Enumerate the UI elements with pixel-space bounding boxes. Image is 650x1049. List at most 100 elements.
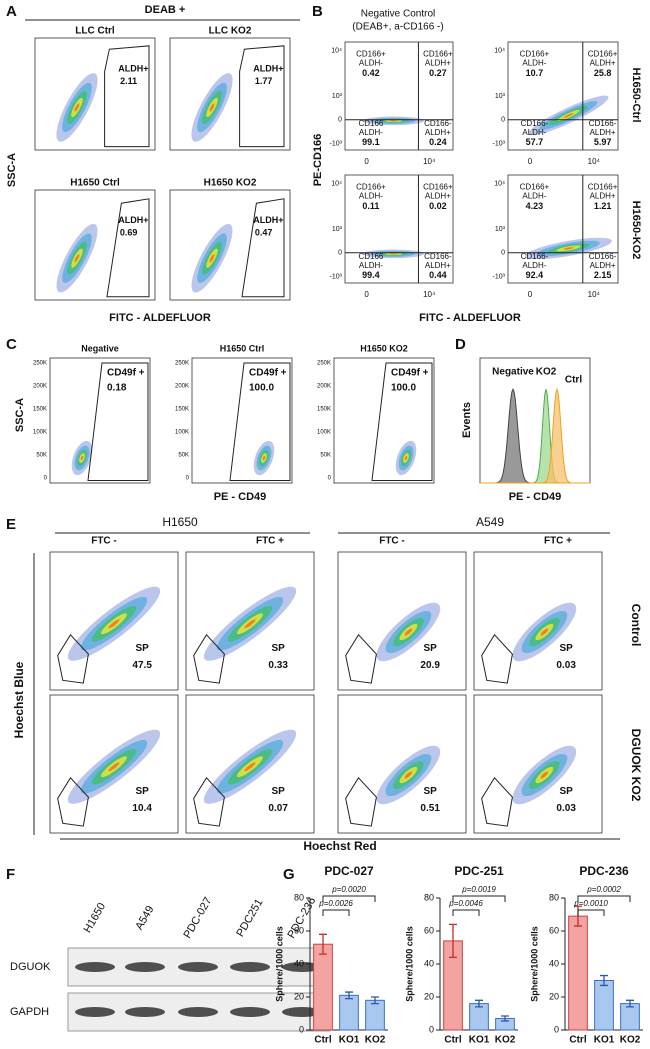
y-tick-label: 0 [186,476,190,482]
quadrant-label: ALDH- [359,59,383,68]
y-tick-label: 10³ [332,226,343,233]
axis-label: PE - CD49 [214,491,267,503]
quadrant-label: CD166- [589,252,617,261]
gate-value: 1.77 [255,76,273,86]
density-cloud [404,455,408,461]
column-label: FTC + [544,536,572,547]
gate [87,362,149,481]
density-cloud [540,628,549,636]
error-bar [475,999,483,1008]
density-cloud [389,120,398,122]
quadrant-label: CD166- [589,119,617,128]
error-bar [501,1015,509,1022]
bar [339,994,359,1031]
panel-title: Negative Control [361,9,435,20]
panel-title: (DEAB+, a-CD166 -) [352,22,443,33]
density-cloud [389,253,398,255]
gate [241,198,285,298]
gate [345,633,377,684]
quadrant-label: ALDH- [359,128,383,137]
density-cloud [563,113,574,118]
quadrant-value: 0.24 [429,137,447,147]
bar [365,999,385,1031]
legend-label: KO2 [536,367,557,378]
quadrant-value: 99.1 [362,137,380,147]
y-tick-label: 0 [554,1024,559,1034]
axis-label: PE - CD49 [509,491,562,503]
error-bar [345,991,353,1000]
gate [57,776,89,827]
gate [104,45,150,148]
plot-frame [479,357,591,484]
x-tick-label: Ctrl [569,1035,586,1046]
gate-label: CD49f + [391,368,429,379]
x-tick-label: Ctrl [314,1035,331,1046]
plot-frame [473,551,603,691]
gate [371,362,433,481]
x-tick-label: KO1 [594,1035,615,1046]
y-tick-label: 40 [424,958,434,968]
gate-value: 0.03 [556,660,576,671]
gate [57,633,89,684]
y-tick-label: 250K [317,361,331,367]
error-bar [449,923,457,959]
column-label: H1650 [82,901,109,935]
quadrant-label: ALDH+ [590,261,616,270]
quadrant-value: 4.23 [526,201,544,211]
plot-frame [34,189,156,301]
y-tick-label: 0 [338,250,342,257]
x-tick-label: 10⁴ [423,157,436,166]
panel-letter: G [283,866,295,883]
quadrant-label: ALDH- [359,261,383,270]
y-tick-label: -10³ [330,140,343,147]
quadrant-value: 57.7 [526,137,544,147]
quadrant-value: 99.4 [362,270,380,280]
y-tick-label: 50K [178,453,189,459]
panel-letter: B [312,3,323,20]
y-tick-label: -10³ [493,140,506,147]
y-tick-label: -10³ [330,273,343,280]
gate-value: 2.11 [120,76,137,86]
quadrant-label: CD166+ [356,183,386,192]
y-tick-label: 250K [175,361,189,367]
quadrant-value: 0.11 [362,201,379,211]
axis-label: SSC-A [6,153,18,187]
quadrant-value: 5.97 [594,137,612,147]
y-tick-label: 200K [317,384,331,390]
plot-frame [169,189,291,301]
axis-label: Hoechst Blue [12,661,26,738]
blot-band [75,1007,115,1017]
x-tick-label: 0 [528,290,533,299]
y-tick-label: 150K [317,407,331,413]
gate-value: 0.47 [255,227,273,237]
quadrant-label: CD166+ [588,183,618,192]
x-tick-label: KO2 [495,1035,516,1046]
gate-label: SP [135,643,149,654]
y-tick-label: 10³ [495,93,506,100]
quadrant-value: 2.15 [594,270,612,280]
y-tick-label: 80 [549,892,559,902]
plot-frame [337,551,467,691]
x-tick-label: 10⁴ [588,157,601,166]
y-tick-label: 0 [429,1024,434,1034]
plot-title: LLC KO2 [209,26,252,37]
p-value: p=0.0002 [586,885,621,894]
bar [469,1003,489,1031]
gate-value: 0.07 [268,803,288,814]
axis-label: PE-CD166 [312,134,324,187]
column-label: FTC - [91,536,117,547]
blot-band [282,1007,322,1017]
blot-band [230,1007,270,1017]
blot-band [178,962,218,972]
row-label: DGUOK KO2 [629,729,643,802]
significance-bracket [322,909,350,916]
quadrant-label: ALDH- [522,261,546,270]
density-cloud [262,455,266,461]
plot-title: H1650 Ctrl [70,178,120,189]
chart-title: PDC-251 [454,864,504,878]
error-bar [600,974,608,987]
gate-label: ALDH+ [118,64,148,74]
y-tick-label: 40 [549,958,559,968]
gate-label: SP [271,786,285,797]
error-bar [626,999,634,1008]
